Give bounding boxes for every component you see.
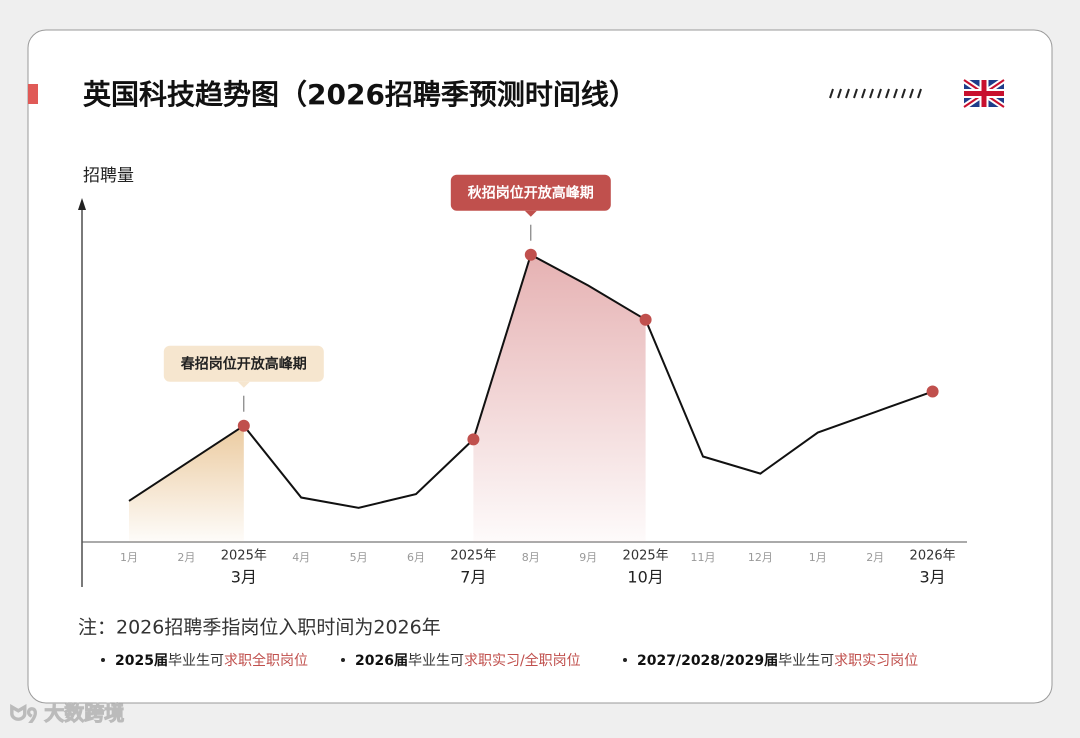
highlight-area — [129, 425, 244, 542]
title-accent — [28, 84, 38, 104]
x-tick-label: 11月 — [691, 551, 716, 564]
annotation-box — [163, 345, 324, 382]
bullet-text: 2027/2028/2029届毕业生可求职实习岗位 — [637, 653, 918, 669]
decor-slashes — [829, 88, 922, 99]
x-tick-label: 10月 — [627, 568, 663, 587]
chart-title: 英国科技趋势图（2026招聘季预测时间线） — [83, 78, 637, 111]
annotation-pointer — [237, 381, 250, 388]
x-tick-label: 2月 — [866, 551, 884, 564]
bullet-dot — [101, 658, 105, 662]
point-marker — [467, 433, 480, 446]
watermark: ᗢ᠀ 大数跨境 — [10, 701, 124, 725]
x-tick-label: 3月 — [920, 568, 946, 587]
bullet-part: 毕业生可 — [168, 653, 224, 669]
x-tick-label: 1月 — [809, 551, 827, 564]
bullet-part: 2025届 — [115, 653, 168, 669]
bullet-part: 毕业生可 — [408, 653, 464, 669]
point-marker — [926, 385, 939, 398]
annotation-pointer — [524, 210, 537, 217]
x-tick-label: 5月 — [350, 551, 368, 564]
x-tick-label: 7月 — [460, 568, 486, 587]
x-tick-label: 6月 — [407, 551, 425, 564]
x-tick-year: 2025年 — [623, 549, 669, 564]
x-tick-label: 9月 — [579, 551, 597, 564]
bullet-text: 2025届毕业生可求职全职岗位 — [115, 652, 308, 669]
bullet-part: 求职实习岗位 — [834, 653, 918, 669]
point-marker — [237, 419, 250, 432]
x-tick-label: 8月 — [522, 551, 540, 564]
y-axis-label: 招聘量 — [83, 166, 134, 186]
x-tick-label: 3月 — [231, 568, 257, 587]
x-tick-year: 2025年 — [450, 549, 496, 564]
note: 注：2026招聘季指岗位入职时间为2026年 — [78, 617, 441, 639]
annotation-text: 秋招岗位开放高峰期 — [468, 185, 594, 202]
point-marker — [524, 248, 537, 261]
x-tick-year: 2026年 — [910, 549, 956, 564]
annotation-text: 春招岗位开放高峰期 — [180, 356, 307, 373]
bullet-dot — [623, 658, 627, 662]
x-tick-label: 4月 — [292, 551, 310, 564]
x-tick-year: 2025年 — [221, 549, 267, 564]
x-tick-label: 1月 — [120, 551, 138, 564]
bullet-part: 毕业生可 — [778, 653, 834, 669]
x-tick-label: 12月 — [748, 551, 773, 564]
y-axis-arrow — [78, 198, 86, 210]
x-tick-label: 2月 — [177, 551, 195, 564]
bullet-dot — [341, 658, 345, 662]
point-marker — [639, 313, 652, 326]
bullet-part: 求职实习/全职岗位 — [464, 652, 581, 669]
bullet-part: 求职全职岗位 — [224, 652, 308, 669]
bullet-text: 2026届毕业生可求职实习/全职岗位 — [355, 652, 581, 669]
bullet-part: 2026届 — [355, 653, 408, 669]
uk-flag — [962, 77, 1006, 110]
annotation-box — [450, 174, 611, 211]
bullet-part: 2027/2028/2029届 — [637, 653, 778, 669]
highlight-area — [473, 254, 646, 542]
